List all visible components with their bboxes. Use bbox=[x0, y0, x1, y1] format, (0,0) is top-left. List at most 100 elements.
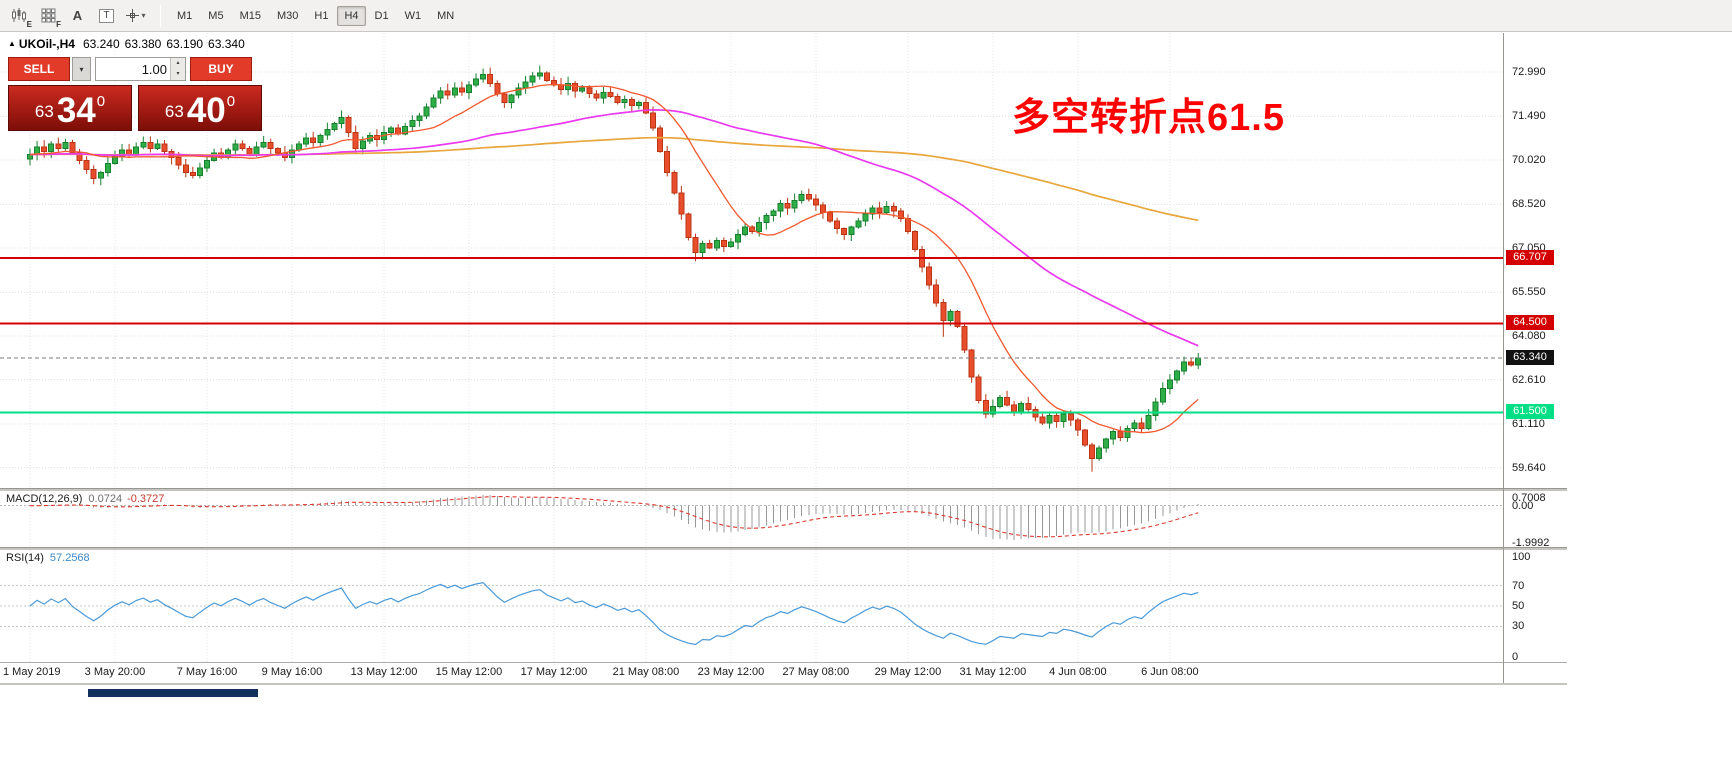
toolbar-separator bbox=[160, 4, 161, 27]
ohlc-low: 63.190 bbox=[166, 37, 204, 51]
time-axis[interactable]: 1 May 2019 3 May 20:00 7 May 16:00 9 May 16… bbox=[0, 663, 1503, 683]
indicators-button[interactable]: F bbox=[35, 4, 62, 29]
quote-tiles-row: 63 34 0 63 40 0 bbox=[8, 85, 262, 131]
time-axis-label: 13 May 12:00 bbox=[350, 666, 418, 678]
rsi-axis-tick: 30 bbox=[1512, 620, 1525, 632]
chart-window-bottom-border bbox=[0, 683, 1567, 685]
time-axis-label: 17 May 12:00 bbox=[520, 666, 588, 678]
symbol-header: ▲ UKOil-,H4 63.240 63.380 63.190 63.340 bbox=[8, 37, 250, 51]
time-axis-label: 29 May 12:00 bbox=[874, 666, 942, 678]
rsi-axis-tick: 100 bbox=[1512, 551, 1531, 563]
time-axis-label: 15 May 12:00 bbox=[435, 666, 503, 678]
crosshair-icon bbox=[126, 9, 140, 22]
crosshair-tool-button[interactable]: ▾ bbox=[122, 4, 149, 28]
macd-panel-splitter[interactable] bbox=[0, 488, 1567, 491]
font-tool-button[interactable]: A bbox=[64, 4, 91, 28]
buy-price-fraction: 0 bbox=[226, 93, 236, 110]
price-axis-tick: 68.520 bbox=[1512, 198, 1546, 210]
time-axis-separator bbox=[0, 662, 1567, 663]
rsi-axis-tick: 50 bbox=[1512, 600, 1525, 612]
icon-sub-letter-f: F bbox=[56, 19, 61, 29]
time-axis-label: 4 Jun 08:00 bbox=[1049, 666, 1107, 678]
macd-main-value: 0.0724 bbox=[88, 493, 123, 505]
macd-name: MACD(12,26,9) bbox=[6, 493, 83, 505]
ohlc-close: 63.340 bbox=[208, 37, 245, 51]
macd-axis-tick: -1.9992 bbox=[1512, 537, 1550, 549]
timeframe-button-m5[interactable]: M5 bbox=[208, 9, 224, 22]
buy-button[interactable]: BUY bbox=[190, 57, 252, 81]
time-axis-label: 21 May 08:00 bbox=[612, 666, 680, 678]
order-options-dropdown[interactable]: ▾ bbox=[72, 57, 91, 81]
rsi-panel-splitter[interactable] bbox=[0, 547, 1567, 550]
price-axis-tick: 71.490 bbox=[1512, 110, 1546, 122]
candlestick-style-button[interactable]: E bbox=[6, 4, 33, 29]
ohlc-high: 63.380 bbox=[124, 37, 162, 51]
volume-input[interactable] bbox=[96, 58, 170, 80]
level-price-label: 61.500 bbox=[1506, 404, 1554, 419]
candlestick-chart-icon bbox=[12, 8, 26, 22]
rsi-panel-canvas[interactable] bbox=[0, 550, 1503, 662]
level-price-label: 64.500 bbox=[1506, 315, 1554, 330]
time-axis-label: 23 May 12:00 bbox=[697, 666, 765, 678]
sell-price-fraction: 0 bbox=[96, 93, 106, 110]
buy-quote-tile[interactable]: 63 40 0 bbox=[138, 85, 262, 131]
macd-indicator-label: MACD(12,26,9) 0.0724 -0.3727 bbox=[6, 493, 169, 505]
timeframe-button-mn[interactable]: MN bbox=[437, 9, 455, 22]
rsi-value: 57.2568 bbox=[49, 552, 90, 564]
price-axis[interactable]: 72.990 71.490 70.020 68.520 67.050 65.550 64.0… bbox=[1503, 33, 1732, 684]
volume-decrease-button[interactable]: ▾ bbox=[171, 69, 185, 80]
chevron-down-icon: ▾ bbox=[79, 64, 84, 74]
rsi-axis-tick: 70 bbox=[1512, 580, 1525, 592]
macd-signal-value: -0.3727 bbox=[127, 493, 165, 505]
rsi-indicator-label: RSI(14) 57.2568 bbox=[6, 552, 95, 564]
macd-axis-tick: 0.00 bbox=[1512, 500, 1534, 512]
main-toolbar: E F A T ▾ M1 M5 M1 bbox=[0, 0, 1732, 32]
current-price-label: 63.340 bbox=[1506, 350, 1554, 365]
time-axis-label: 6 Jun 08:00 bbox=[1141, 666, 1199, 678]
timeframe-group: M1 M5 M15 M30 H1 H4 D1 W1 MN bbox=[170, 5, 463, 26]
price-axis-separator bbox=[1503, 33, 1504, 684]
sell-quote-tile[interactable]: 63 34 0 bbox=[8, 85, 132, 131]
volume-input-wrap: ▴ ▾ bbox=[95, 57, 186, 81]
timeframe-button-m15[interactable]: M15 bbox=[239, 9, 261, 22]
time-axis-label: 7 May 16:00 bbox=[176, 666, 238, 678]
sell-button[interactable]: SELL bbox=[8, 57, 70, 81]
icon-sub-letter-e: E bbox=[26, 19, 32, 29]
price-axis-tick: 64.080 bbox=[1512, 330, 1546, 342]
time-axis-label: 27 May 08:00 bbox=[782, 666, 850, 678]
price-axis-tick: 70.020 bbox=[1512, 154, 1546, 166]
macd-axis-tick: 0.7008 bbox=[1512, 492, 1546, 504]
time-axis-label: 9 May 16:00 bbox=[261, 666, 323, 678]
volume-increase-button[interactable]: ▴ bbox=[171, 58, 185, 69]
timeframe-button-m30[interactable]: M30 bbox=[276, 9, 299, 22]
sell-price-pips: 34 bbox=[56, 91, 96, 131]
text-label-button[interactable]: T bbox=[93, 4, 120, 28]
buy-price-pips: 40 bbox=[186, 91, 226, 131]
price-axis-tick: 61.110 bbox=[1512, 418, 1545, 430]
macd-panel-canvas[interactable] bbox=[0, 491, 1503, 547]
indicator-grid-icon bbox=[41, 8, 56, 23]
rsi-name: RSI(14) bbox=[6, 552, 44, 564]
one-click-collapse-arrow[interactable]: ▲ bbox=[8, 39, 16, 48]
one-click-trade-panel: SELL ▾ ▴ ▾ BUY 63 34 0 63 40 0 bbox=[8, 57, 262, 131]
ohlc-open: 63.240 bbox=[82, 37, 120, 51]
time-axis-label: 3 May 20:00 bbox=[84, 666, 146, 678]
price-axis-tick: 65.550 bbox=[1512, 286, 1546, 298]
timeframe-button-h4[interactable]: H4 bbox=[337, 5, 366, 26]
chart-annotation-text: 多空转折点61.5 bbox=[1012, 97, 1285, 139]
bottom-dark-bar bbox=[88, 689, 258, 697]
symbol-title: UKOil-,H4 bbox=[18, 37, 75, 51]
timeframe-button-h1[interactable]: H1 bbox=[314, 9, 329, 22]
timeframe-button-d1[interactable]: D1 bbox=[374, 9, 389, 22]
volume-spinner: ▴ ▾ bbox=[170, 58, 185, 80]
time-axis-label: 31 May 12:00 bbox=[959, 666, 1027, 678]
sell-price-prefix: 63 bbox=[34, 102, 54, 121]
level-price-label: 66.707 bbox=[1506, 250, 1554, 265]
buy-price-prefix: 63 bbox=[164, 102, 184, 121]
time-axis-label: 1 May 2019 bbox=[3, 666, 61, 678]
timeframe-button-w1[interactable]: W1 bbox=[404, 9, 422, 22]
rsi-axis-tick: 0 bbox=[1512, 651, 1519, 663]
timeframe-button-m1[interactable]: M1 bbox=[177, 9, 193, 22]
trade-controls-row: SELL ▾ ▴ ▾ BUY bbox=[8, 57, 262, 81]
